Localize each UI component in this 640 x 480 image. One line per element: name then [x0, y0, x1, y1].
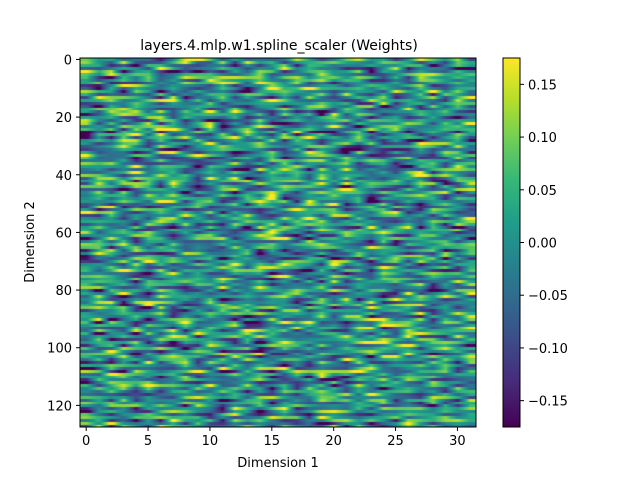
x-axis-label: Dimension 1	[237, 456, 319, 471]
heatmap-plot-area	[79, 57, 477, 428]
colorbar-tick-label: −0.05	[528, 289, 568, 304]
y-tick-label: 40	[55, 169, 72, 184]
x-tick-label: 0	[82, 434, 90, 449]
colorbar: −0.15 −0.10 −0.05 0.00 0.05 0.10 0.15	[502, 57, 568, 428]
y-tick-label: 100	[47, 342, 72, 357]
y-tick-label: 0	[64, 53, 72, 68]
colorbar-tick-label: 0.05	[528, 184, 557, 199]
colorbar-tick-label: −0.15	[528, 395, 568, 410]
colorbar-ticks: −0.15 −0.10 −0.05 0.00 0.05 0.10 0.15	[520, 78, 568, 410]
y-axis-ticks: 0 20 40 60 80 100 120	[47, 53, 80, 414]
chart-title: layers.4.mlp.w1.spline_scaler (Weights)	[140, 38, 418, 54]
y-axis-label: Dimension 2	[23, 201, 38, 283]
x-tick-label: 5	[144, 434, 152, 449]
x-tick-label: 15	[264, 434, 281, 449]
y-tick-label: 60	[55, 226, 72, 241]
x-tick-label: 30	[449, 434, 466, 449]
x-tick-label: 10	[202, 434, 219, 449]
y-tick-label: 80	[55, 284, 72, 299]
colorbar-tick-label: 0.10	[528, 131, 557, 146]
colorbar-tick-label: −0.10	[528, 342, 568, 357]
y-tick-label: 20	[55, 111, 72, 126]
plot-frame	[79, 57, 477, 428]
x-tick-label: 20	[325, 434, 342, 449]
heatmap-image	[80, 58, 476, 427]
colorbar-tick-label: 0.00	[528, 237, 557, 252]
x-axis-ticks: 0 5 10 15 20 25 30	[82, 427, 466, 449]
colorbar-gradient	[503, 58, 520, 427]
colorbar-tick-label: 0.15	[528, 78, 557, 93]
y-tick-label: 120	[47, 399, 72, 414]
x-tick-label: 25	[387, 434, 404, 449]
